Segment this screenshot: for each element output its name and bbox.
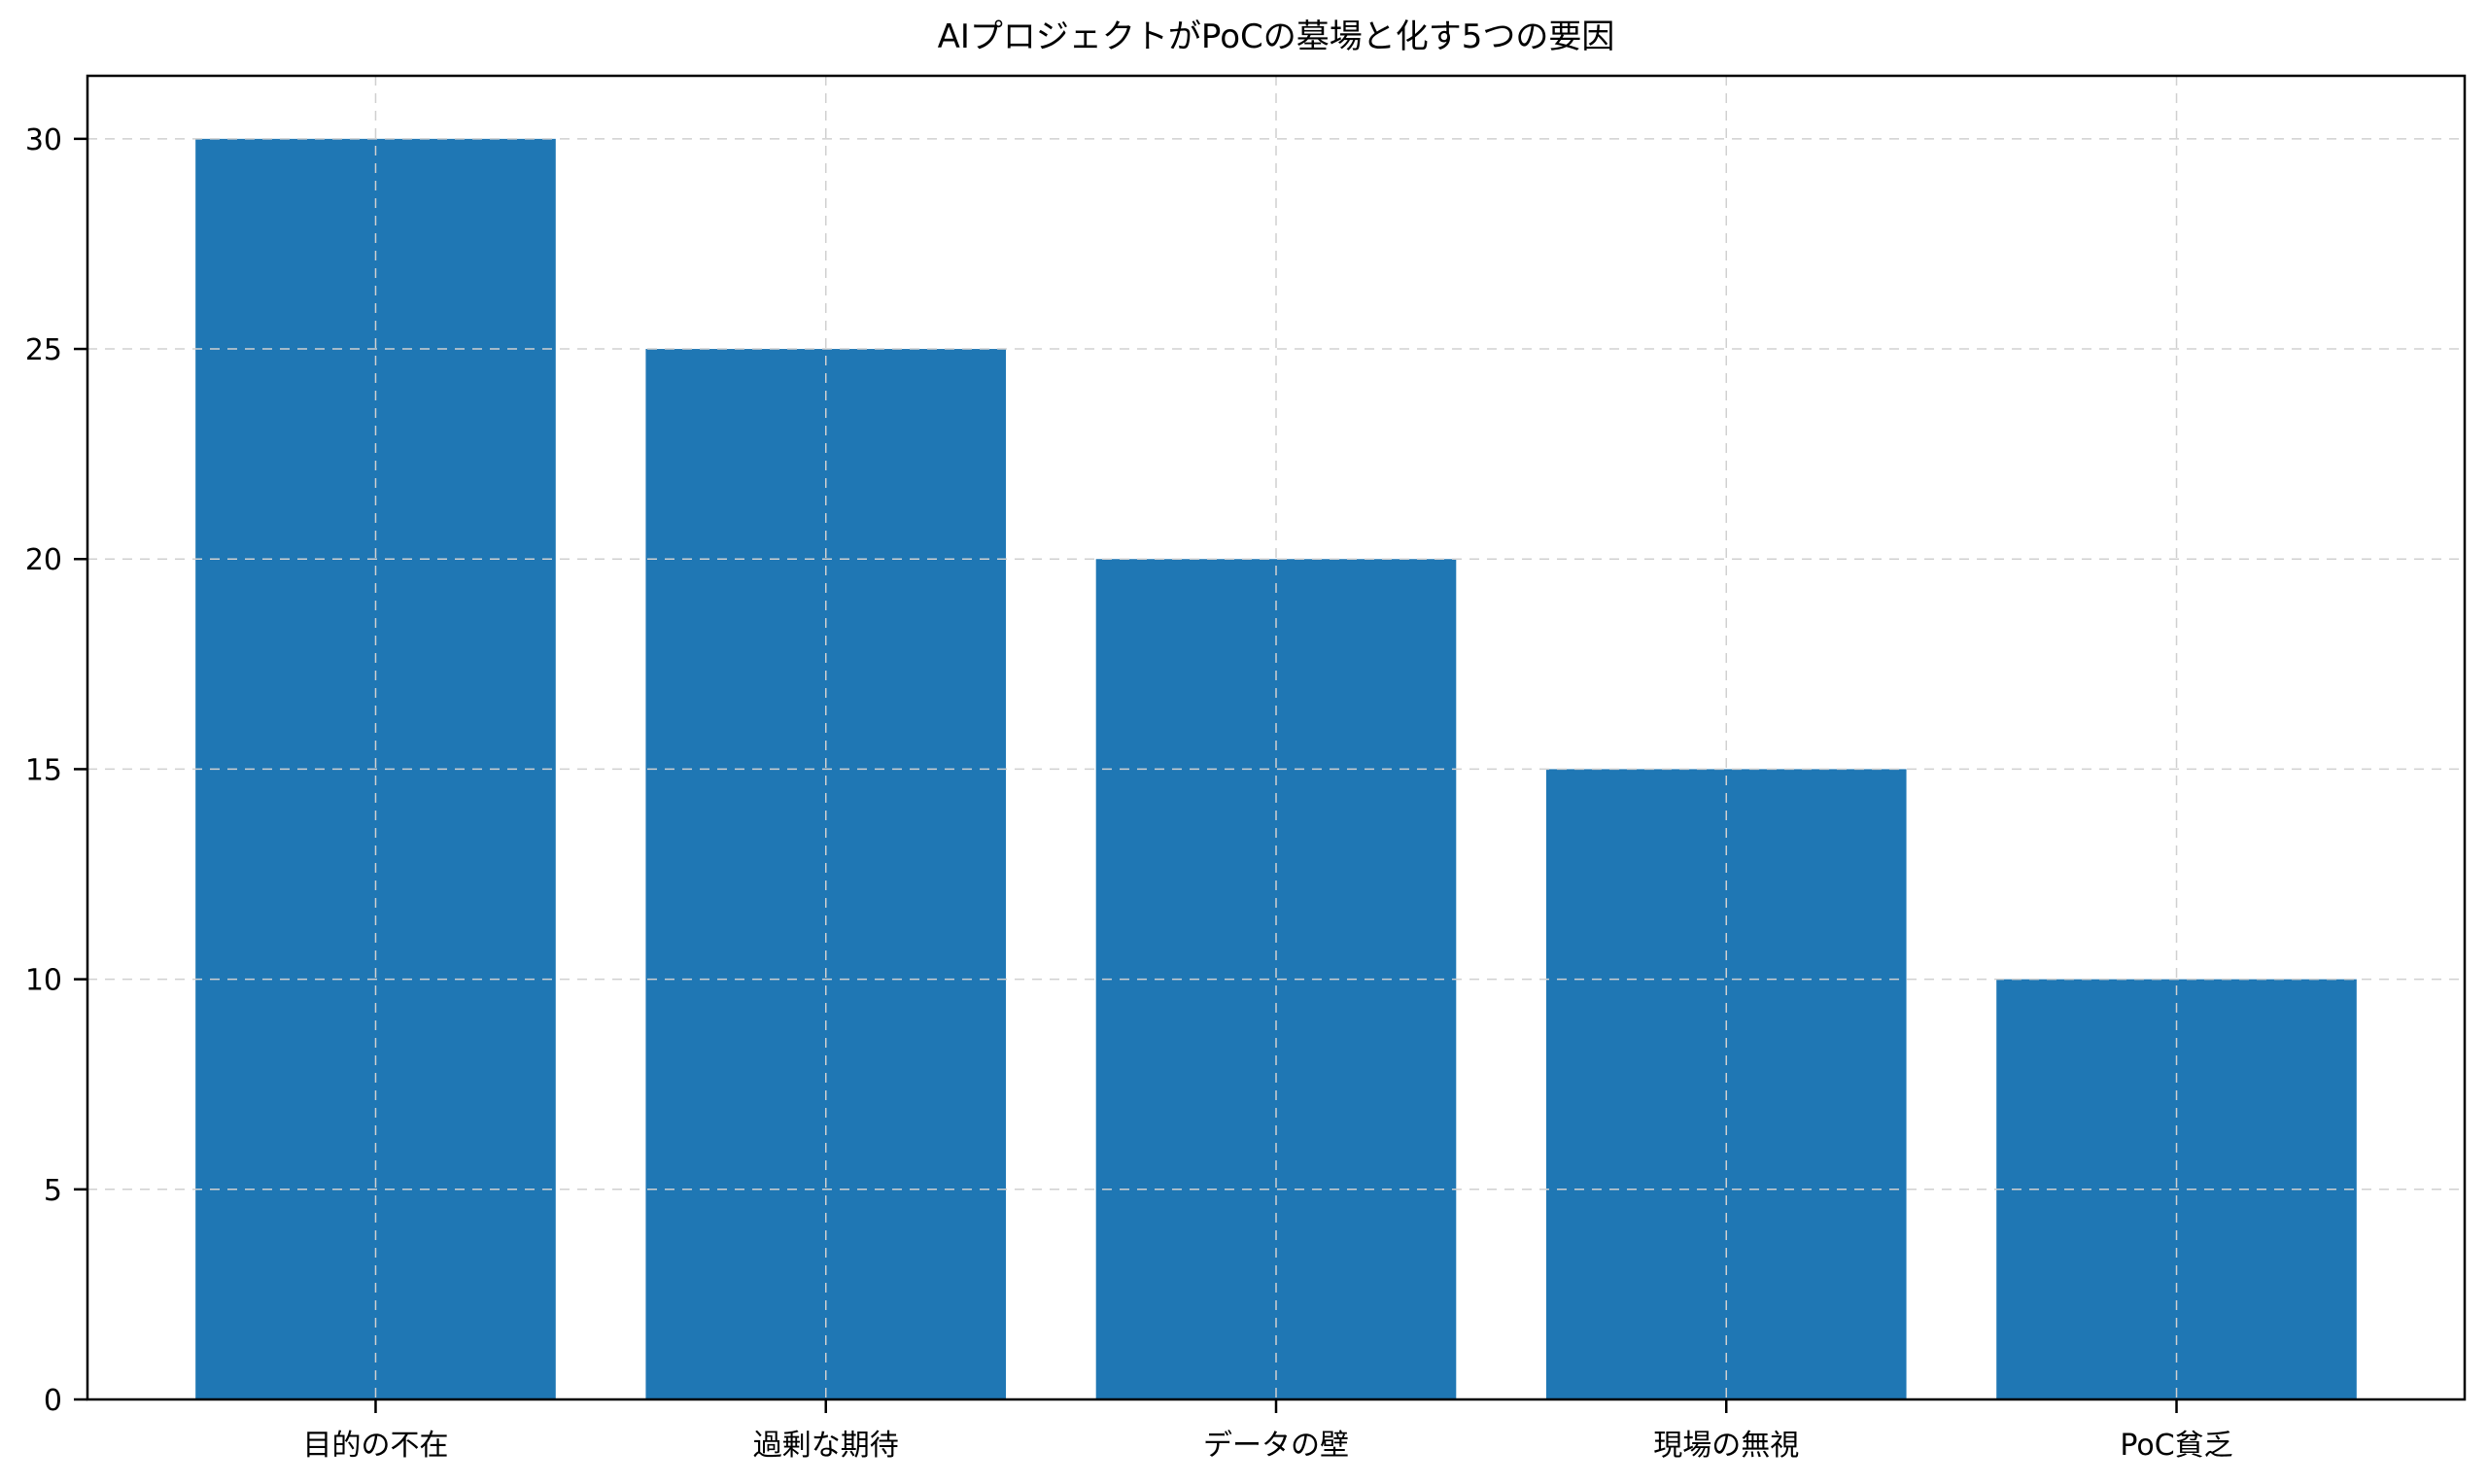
y-tick-label: 15 [25, 753, 62, 787]
x-tick-label: データの壁 [1203, 1429, 1349, 1463]
y-tick-label: 5 [44, 1174, 62, 1208]
y-tick-label: 20 [25, 543, 62, 577]
x-tick-label: PoC貧乏 [2120, 1429, 2232, 1463]
chart-title: AIプロジェクトがPoCの墓場と化す5つの要因 [937, 17, 1615, 56]
y-tick-label: 30 [25, 123, 62, 157]
bar [645, 349, 1007, 1399]
x-tick-label: 現場の無視 [1653, 1429, 1799, 1463]
y-tick-label: 10 [25, 964, 62, 998]
y-tick-label: 25 [25, 333, 62, 367]
bar [1545, 769, 1907, 1399]
x-tick-label: 目的の不在 [302, 1429, 448, 1463]
y-tick-label: 0 [44, 1384, 62, 1418]
x-tick-label: 過剰な期待 [753, 1429, 899, 1463]
